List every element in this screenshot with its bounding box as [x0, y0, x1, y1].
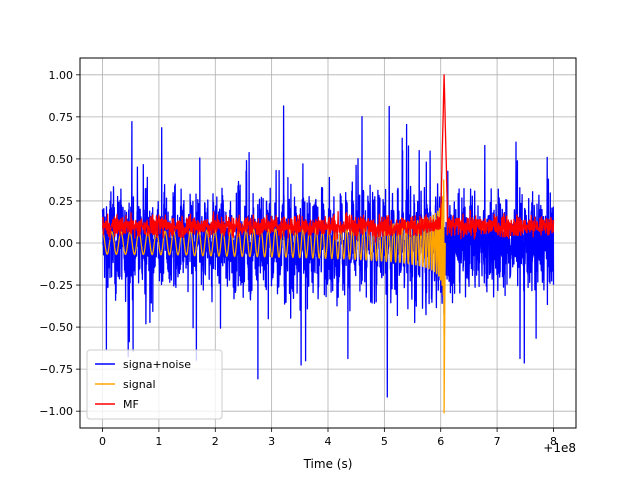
- legend-box: [86, 349, 223, 420]
- plot-area: [101, 74, 555, 414]
- y-tick-label-4: 0.00: [49, 237, 74, 250]
- x-tick-label-3: 3: [268, 435, 275, 448]
- y-tick-label-1: −0.75: [39, 363, 73, 376]
- x-tick-label-6: 6: [437, 435, 444, 448]
- y-tick-label-8: 1.00: [49, 69, 74, 82]
- y-tick-label-5: 0.25: [49, 195, 74, 208]
- y-tick-label-7: 0.75: [49, 111, 74, 124]
- x-tick-label-5: 5: [381, 435, 388, 448]
- x-tick-label-8: 8: [550, 435, 557, 448]
- legend-label-2: MF: [123, 398, 139, 411]
- x-tick-label-4: 4: [325, 435, 332, 448]
- series-signal-line: [101, 179, 446, 414]
- ticks: 0 1 2 3 4 5 6 7 8 −1.00 −0.75 −0.50 −0.25 0.00 0.25 0.5…: [39, 69, 557, 448]
- y-tick-label-2: −0.50: [39, 321, 73, 334]
- legend: signa+noise signal MF: [86, 349, 223, 420]
- legend-label-0: signa+noise: [123, 358, 191, 371]
- y-tick-label-0: −1.00: [39, 405, 73, 418]
- x-tick-label-1: 1: [155, 435, 162, 448]
- y-tick-label-6: 0.50: [49, 153, 74, 166]
- x-axis-offset-label: +1e8: [543, 441, 576, 455]
- legend-label-1: signal: [123, 378, 156, 391]
- series-mf-line: [102, 74, 555, 243]
- y-tick-label-3: −0.25: [39, 279, 73, 292]
- x-axis-label: Time (s): [303, 457, 353, 471]
- x-tick-label-7: 7: [494, 435, 501, 448]
- x-tick-label-2: 2: [212, 435, 219, 448]
- x-tick-label-0: 0: [99, 435, 106, 448]
